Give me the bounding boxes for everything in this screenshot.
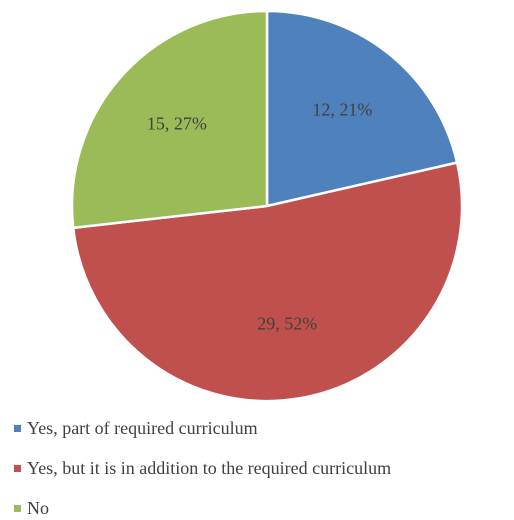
pie-slices (70, 9, 464, 400)
legend-label: Yes, but it is in addition to the requir… (27, 458, 392, 478)
data-label-no: 15, 27% (147, 114, 207, 134)
legend-swatch-red (14, 464, 21, 472)
slice-in-addition (71, 161, 464, 400)
legend-item-in-addition: Yes, but it is in addition to the requir… (14, 456, 391, 480)
legend-swatch-green (14, 504, 21, 512)
legend-item-no: No (14, 496, 391, 520)
data-label-in-addition: 29, 52% (257, 313, 317, 333)
data-label-required-curriculum: 12, 21% (312, 100, 372, 120)
legend-item-required-curriculum: Yes, part of required curriculum (14, 416, 391, 440)
legend-label: No (27, 498, 49, 518)
legend-swatch-blue (14, 424, 21, 432)
legend: Yes, part of required curriculum Yes, bu… (14, 416, 391, 520)
slice-no (70, 9, 269, 230)
pie-data-labels: 12, 21% 29, 52% 15, 27% (147, 100, 373, 334)
pie-plot-area: 12, 21% 29, 52% 15, 27% (70, 9, 464, 400)
legend-label: Yes, part of required curriculum (27, 418, 258, 438)
slice-required-curriculum (265, 9, 459, 208)
